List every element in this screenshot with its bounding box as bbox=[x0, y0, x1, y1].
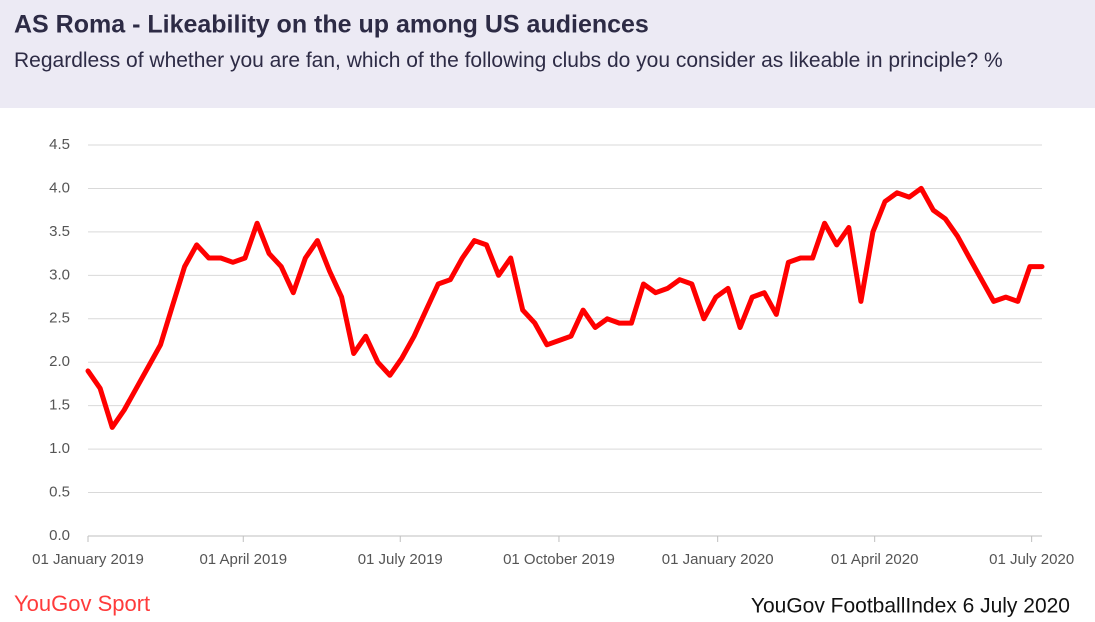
x-tick-label: 01 July 2020 bbox=[989, 551, 1074, 568]
y-tick-label: 2.5 bbox=[49, 310, 70, 327]
y-tick-label: 0.5 bbox=[49, 484, 70, 501]
y-tick-label: 1.5 bbox=[49, 397, 70, 414]
x-tick-label: 01 January 2020 bbox=[662, 551, 774, 568]
y-tick-label: 2.0 bbox=[49, 353, 70, 370]
y-tick-label: 0.0 bbox=[49, 527, 70, 544]
x-tick-label: 01 January 2019 bbox=[32, 551, 144, 568]
x-tick-label: 01 April 2019 bbox=[199, 551, 287, 568]
subtitle-box: Regardless of whether you are fan, which… bbox=[14, 49, 1003, 72]
y-tick-label: 3.0 bbox=[49, 266, 70, 283]
y-tick-label: 4.5 bbox=[49, 136, 70, 153]
header-band bbox=[0, 0, 1095, 108]
chart-subtitle: Regardless of whether you are fan, which… bbox=[14, 49, 1003, 72]
y-tick-label: 1.0 bbox=[49, 440, 70, 457]
logo: YouGov Sport bbox=[14, 591, 150, 616]
y-tick-label: 4.0 bbox=[49, 179, 70, 196]
x-tick-label: 01 April 2020 bbox=[831, 551, 919, 568]
x-tick-label: 01 October 2019 bbox=[503, 551, 615, 568]
source: YouGov FootballIndex 6 July 2020 bbox=[751, 595, 1070, 618]
x-tick-label: 01 July 2019 bbox=[358, 551, 443, 568]
chart-title: AS Roma - Likeability on the up among US… bbox=[14, 11, 649, 39]
data-line bbox=[85, 185, 1045, 430]
y-tick-label: 3.5 bbox=[49, 223, 70, 240]
